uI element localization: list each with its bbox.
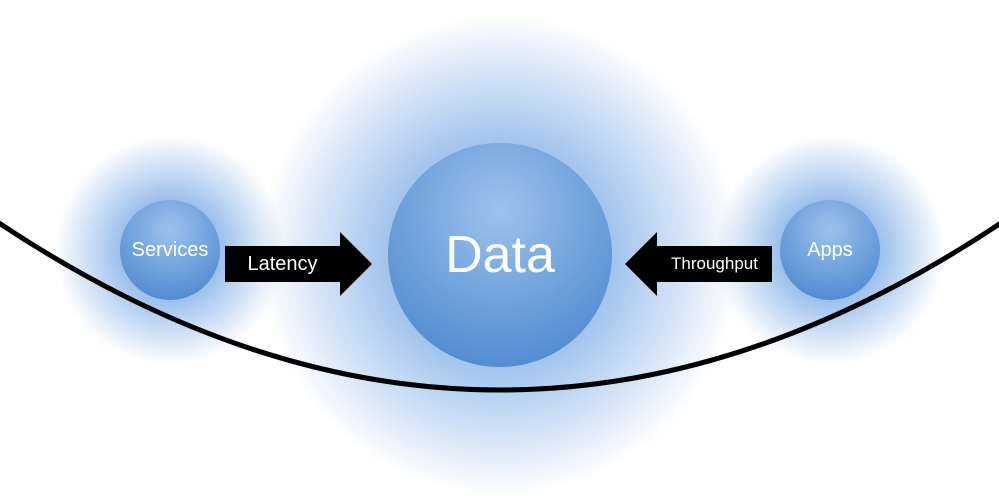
apps-node-label: Apps [807,239,853,262]
diagram-stage: Data Services Apps Latency Throughput [0,0,999,500]
services-node: Services [120,200,220,300]
arrow-left-icon [625,232,657,296]
throughput-arrow-label: Throughput [671,254,758,274]
apps-node: Apps [780,200,880,300]
latency-arrow: Latency [225,232,372,296]
arrow-right-icon [340,232,372,296]
latency-arrow-label: Latency [247,253,317,276]
data-node-label: Data [445,225,555,285]
services-node-label: Services [132,239,209,262]
data-node: Data [388,143,612,367]
throughput-arrow: Throughput [625,232,772,296]
